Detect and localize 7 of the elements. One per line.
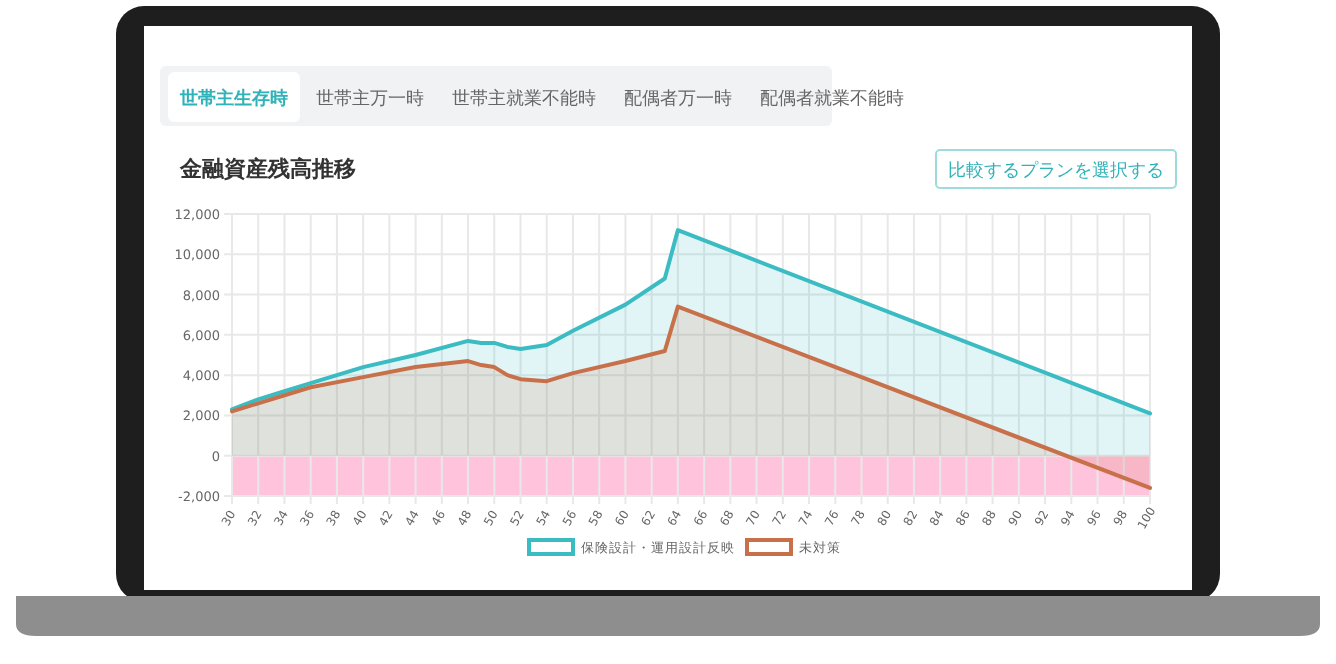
text: 配偶者就業不能時 xyxy=(760,88,904,110)
text: 世帯主万一時 xyxy=(316,88,424,110)
text: 配偶者万一時 xyxy=(624,88,732,110)
chart-title: 金融資産残高推移 xyxy=(178,156,356,182)
text: 世帯主生存時 xyxy=(178,88,288,110)
text: 世帯主就業不能時 xyxy=(452,88,596,110)
text: 比較するプランを選択する xyxy=(948,160,1164,182)
